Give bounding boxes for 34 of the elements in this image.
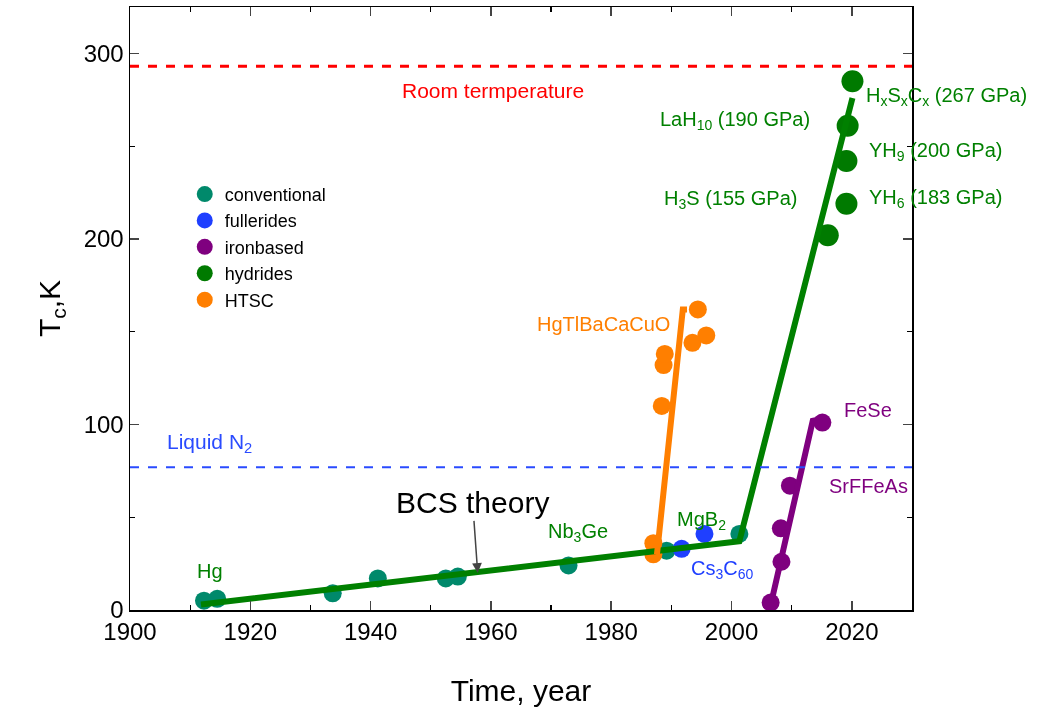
x-tick-label: 1920 (223, 618, 278, 646)
point (688, 300, 707, 319)
annotation: HgTlBaCaCuO (537, 313, 671, 335)
x-tick-label: 1960 (464, 618, 518, 646)
y-tick-label: 300 (83, 39, 124, 67)
x-tick-label: 1980 (584, 618, 638, 646)
x-tick-label: 2020 (825, 618, 879, 646)
annotation: Nb$_{3}$Ge (548, 520, 609, 546)
x-tick-label: 1940 (343, 618, 398, 646)
ref-line-label: Room termperature (402, 79, 585, 102)
legend-label: HTSC (224, 290, 274, 311)
annotation: Hg (197, 560, 223, 582)
annotation: BCS theory (396, 486, 550, 519)
annotation: LaH$_{10}$ (190 GPa) (660, 108, 811, 134)
x-tick-label: 2000 (704, 618, 759, 646)
annotation: MgB$_{2}$ (677, 508, 727, 534)
point (835, 192, 858, 215)
point (683, 333, 702, 352)
annotation: FeSe (844, 399, 892, 421)
legend-label: hydrides (224, 264, 293, 285)
y-tick-label: 200 (83, 225, 124, 253)
point (841, 70, 864, 93)
point (697, 326, 716, 345)
y-tick-label: 100 (83, 410, 124, 438)
annotation: Cs$_{3}$C$_{60}$ (691, 557, 754, 583)
point (655, 344, 674, 363)
annotation: H$_{3}$S (155 GPa) (664, 187, 798, 213)
legend-label: conventional (224, 185, 326, 206)
legend-label: ironbased (224, 237, 304, 258)
legend-label: fullerides (224, 211, 297, 232)
point (652, 396, 671, 415)
annotation: SrFFeAs (829, 475, 908, 497)
x-axis-title: Time, year (450, 674, 592, 707)
ref-line-label: Liquid N$_{2}$ (167, 430, 253, 457)
